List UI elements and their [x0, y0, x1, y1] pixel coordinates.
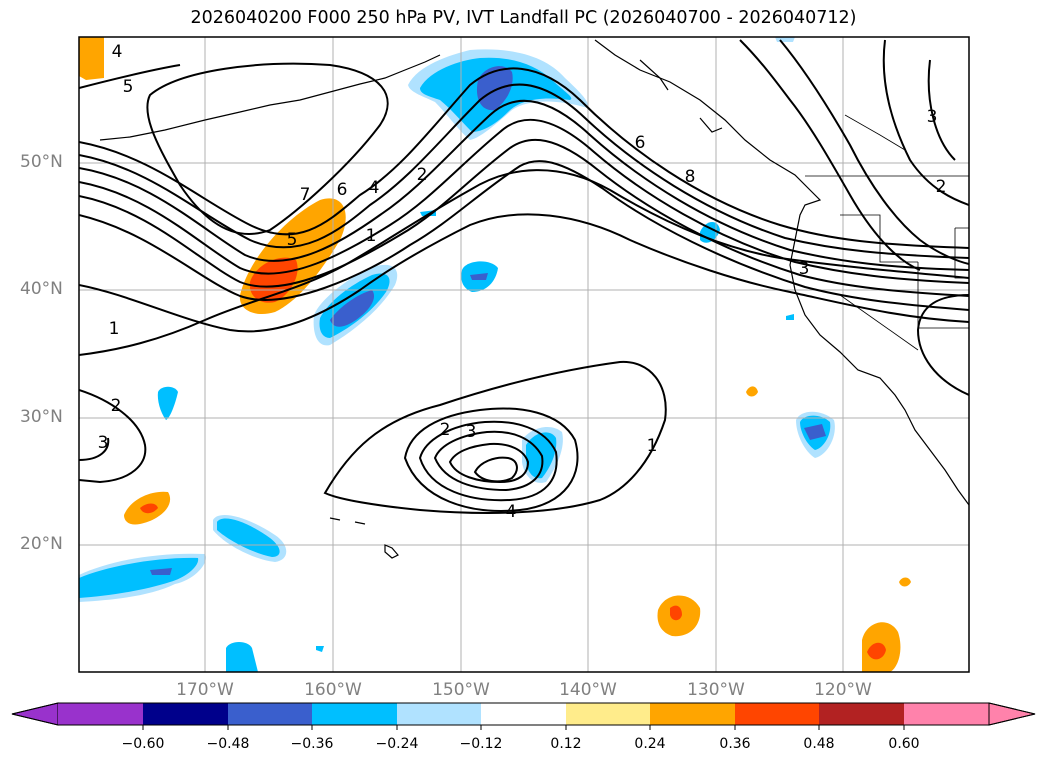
contour-label: 6: [635, 133, 646, 153]
contour-label: 1: [366, 226, 377, 246]
contour-label: 5: [287, 230, 298, 250]
lon-label: 150°W: [432, 680, 490, 700]
colorbar-tick-label: 0.36: [719, 736, 751, 752]
colorbar-tick-label: −0.60: [121, 736, 165, 752]
contour-label: 3: [927, 107, 938, 127]
pv-contours: [79, 39, 969, 514]
lat-label: 30°N: [20, 407, 63, 427]
borders: [805, 114, 969, 351]
colorbar-ticks: [142, 725, 905, 730]
colorbar-segment: [143, 703, 228, 725]
colorbar-segment: [904, 703, 989, 725]
contour-label: 2: [111, 396, 122, 416]
contour-label: 6: [337, 180, 348, 200]
colorbar-segment: [312, 703, 397, 725]
contour-label: 2: [440, 420, 451, 440]
contour-label: 1: [109, 319, 120, 339]
lat-label: 40°N: [20, 279, 63, 299]
contour-label: 3: [466, 422, 477, 442]
contour-label: 2: [936, 177, 947, 197]
colorbar-segment: [58, 703, 143, 725]
colorbar: [11, 702, 1036, 730]
colorbar-extend-max: [988, 702, 1036, 726]
contour-label: 3: [799, 259, 810, 279]
colorbar-segment: [481, 703, 566, 725]
contour-label: 7: [300, 185, 311, 205]
contour-label: 3: [98, 433, 109, 453]
contour-label: 2: [417, 165, 428, 185]
colorbar-tick-label: −0.48: [206, 736, 250, 752]
contour-labels: 4 5 7 6 4 2 5 1 1 2 3 2 3 1 4 6 8 3 3 2: [98, 42, 947, 522]
gridlines: [79, 37, 969, 672]
contour-label: 4: [112, 42, 123, 62]
contour-label: 8: [685, 167, 696, 187]
lon-label: 120°W: [814, 680, 872, 700]
colorbar-tick-label: 0.60: [888, 736, 920, 752]
lat-label: 20°N: [20, 534, 63, 554]
lon-label: 140°W: [559, 680, 617, 700]
lat-label: 50°N: [20, 152, 63, 172]
colorbar-outline: [11, 702, 1036, 726]
contour-label: 5: [123, 77, 134, 97]
colorbar-segment: [735, 703, 819, 725]
map-plot-area: [79, 37, 969, 672]
map-title: 2026040200 F000 250 hPa PV, IVT Landfall…: [190, 8, 857, 28]
colorbar-segment: [819, 703, 904, 725]
colorbar-tick-label: −0.12: [459, 736, 503, 752]
colorbar-tick-label: 0.48: [803, 736, 835, 752]
colorbar-tick-label: 0.24: [634, 736, 666, 752]
colorbar-segment: [397, 703, 481, 725]
lon-label: 160°W: [304, 680, 362, 700]
contour-label: 4: [369, 178, 380, 198]
colorbar-extend-min: [11, 702, 59, 726]
colorbar-segment: [650, 703, 735, 725]
contour-label: 4: [506, 502, 517, 522]
map-frame: [78, 36, 970, 673]
negative-anomaly-shading: [79, 37, 835, 672]
colorbar-segment: [566, 703, 650, 725]
coastlines: [99, 39, 969, 559]
colorbar-tick-label: −0.24: [375, 736, 419, 752]
colorbar-tick-label: 0.12: [550, 736, 582, 752]
lon-label: 170°W: [176, 680, 234, 700]
colorbar-tick-label: −0.36: [290, 736, 334, 752]
lon-label: 130°W: [687, 680, 745, 700]
contour-label: 1: [647, 436, 658, 456]
colorbar-segment: [228, 703, 312, 725]
positive-anomaly-shading: [79, 37, 911, 672]
